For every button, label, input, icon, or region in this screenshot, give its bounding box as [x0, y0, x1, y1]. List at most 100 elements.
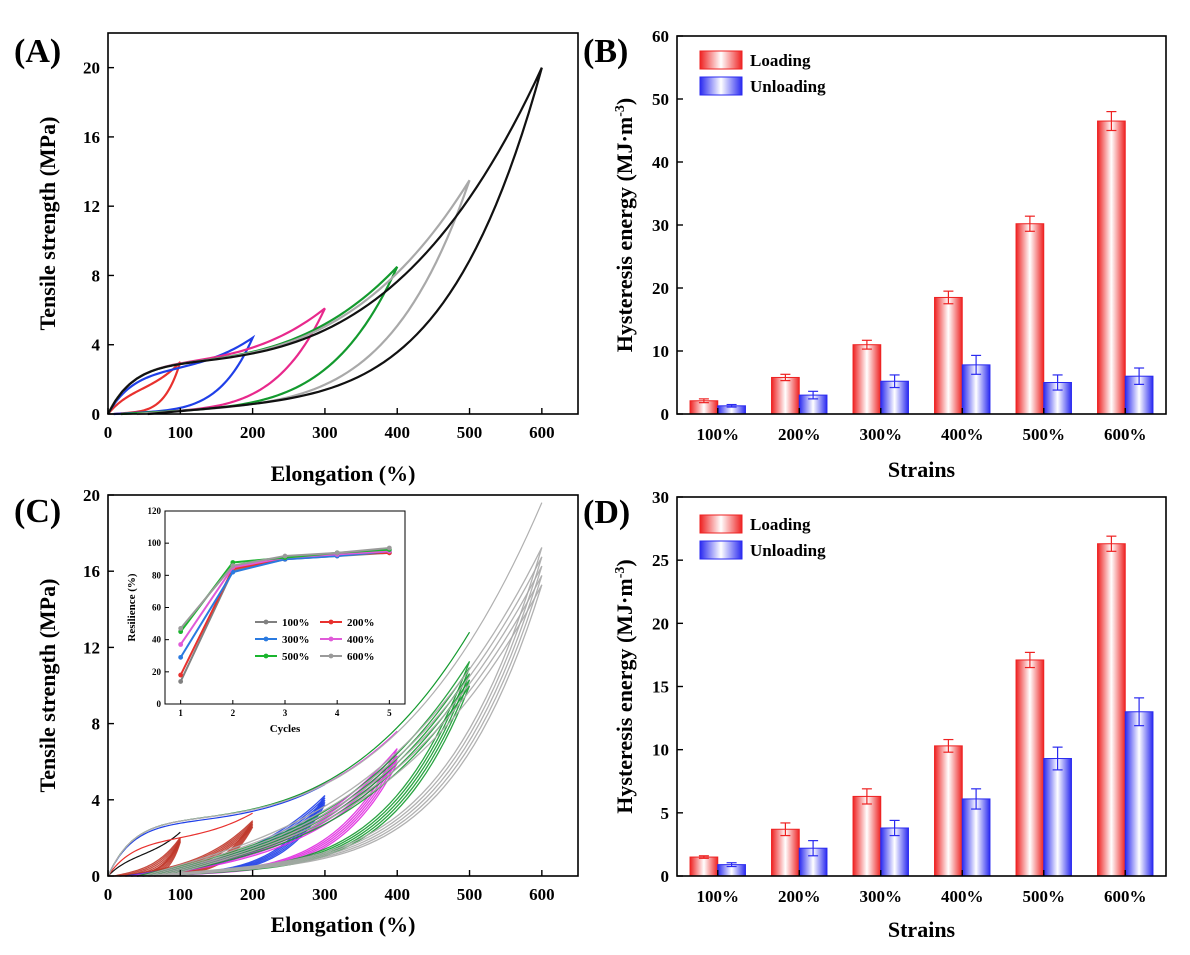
- y-tick-label: 0: [661, 867, 670, 886]
- inset-point-400%-cycle-1: [178, 642, 184, 647]
- panel-label: (A): [14, 33, 61, 70]
- x-tick-label: 500: [457, 423, 483, 442]
- inset-legend-label-200%: 200%: [347, 617, 375, 629]
- legend-label-loading: Loading: [750, 515, 811, 534]
- inset-point-600%-cycle-3: [282, 553, 288, 559]
- x-tick-label: 600%: [1104, 887, 1147, 906]
- y-tick-label: 10: [652, 342, 669, 361]
- inset-point-200%-cycle-1: [178, 672, 184, 678]
- y-tick-label: 4: [92, 336, 101, 355]
- loop-600-cycle-2: [142, 547, 543, 877]
- legend-label-loading: Loading: [750, 51, 811, 70]
- legend-label-unloading: Unloading: [750, 77, 826, 96]
- x-tick-label: 200%: [778, 425, 821, 444]
- y-tick-label: 40: [652, 153, 669, 172]
- y-axis-title-sup: -3: [613, 567, 628, 579]
- inset-legend-marker-600%: [328, 653, 334, 659]
- inset-legend-label-500%: 500%: [282, 651, 310, 663]
- inset-point-300%-cycle-1: [178, 654, 184, 660]
- loop-600-curve: [107, 67, 543, 416]
- inset-x-tick-label: 4: [335, 708, 340, 718]
- x-tick-label: 100: [168, 885, 194, 904]
- inset-legend-marker-300%: [263, 636, 269, 642]
- y-tick-label: 30: [652, 216, 669, 235]
- loop-100-first-loading: [107, 831, 181, 877]
- inset-y-tick-label: 40: [152, 635, 162, 645]
- legend-swatch-loading: [699, 50, 743, 70]
- x-tick-label: 400%: [941, 425, 984, 444]
- panel-c: (C)0 100 200 300 400 500 600048121620Elongatio…: [14, 486, 579, 937]
- legend-swatch-unloading: [699, 76, 743, 96]
- loop-600-first-loading: [107, 502, 543, 877]
- x-tick-label: 300%: [860, 425, 903, 444]
- bar-loading-100%: [689, 856, 719, 877]
- y-tick-label: 50: [652, 90, 669, 109]
- bar-loading-400%: [934, 745, 963, 877]
- y-tick-label: 20: [83, 59, 100, 78]
- x-tick-label: 100%: [697, 887, 740, 906]
- inset-y-tick-label: 80: [152, 570, 162, 580]
- panel-label: (C): [14, 493, 61, 530]
- x-tick-label: 600: [529, 423, 555, 442]
- bar-loading-600%: [1097, 543, 1126, 877]
- inset-y-tick-label: 100: [148, 538, 162, 548]
- y-tick-label: 12: [83, 197, 100, 216]
- legend-swatch-unloading: [699, 540, 743, 560]
- bar-loading-500%: [1015, 659, 1045, 877]
- x-tick-label: 300%: [860, 887, 903, 906]
- legend-label-unloading: Unloading: [750, 541, 826, 560]
- x-tick-label: 400: [384, 423, 410, 442]
- y-axis-title: Hysteresis energy (MJ·m-3): [612, 98, 637, 352]
- y-tick-label: 60: [652, 27, 669, 46]
- y-axis-title: Hysteresis energy (MJ·m-3): [612, 559, 637, 813]
- panel-d: (D) 100% 200% 300% 400% 500% 600% 0 5 10 15 20 25 30 L…: [583, 488, 1167, 942]
- bar-loading-300%: [852, 344, 882, 415]
- axes-frame: [107, 32, 579, 415]
- x-axis-title: Elongation (%): [271, 912, 416, 937]
- y-tick-label: 30: [652, 488, 669, 507]
- x-tick-label: 100: [168, 423, 194, 442]
- loop-300-first-loading: [107, 784, 326, 877]
- panel-label: (D): [583, 494, 630, 531]
- x-tick-label: 500%: [1023, 887, 1066, 906]
- inset-x-tick-label: 2: [231, 708, 236, 718]
- loop-600-cycle-5: [159, 575, 543, 877]
- inset-legend-marker-200%: [328, 619, 334, 625]
- bar-unloading-600%: [1124, 711, 1154, 877]
- y-tick-label: 10: [652, 741, 669, 760]
- x-tick-label: 500%: [1023, 425, 1066, 444]
- inset-x-tick-label: 5: [387, 708, 392, 718]
- inset-y-tick-label: 120: [148, 506, 162, 516]
- loop-600-cycle-3: [148, 556, 543, 877]
- bar-loading-400%: [934, 296, 963, 415]
- y-tick-label: 20: [652, 614, 669, 633]
- y-axis-title-main: Hysteresis energy (MJ·m: [612, 578, 637, 813]
- loop-600-cycle-4: [154, 565, 543, 877]
- y-tick-label: 25: [652, 551, 669, 570]
- y-tick-label: 16: [83, 128, 100, 147]
- inset-x-axis-title: Cycles: [270, 723, 301, 735]
- y-tick-label: 0: [92, 405, 101, 424]
- bar-unloading-400%: [961, 798, 991, 877]
- y-axis-title: Tensile strength (MPa): [35, 579, 60, 793]
- inset-y-tick-label: 0: [157, 699, 162, 709]
- x-tick-label: 400: [384, 885, 410, 904]
- axes-frame: [107, 494, 579, 877]
- inset-point-300%-cycle-2: [230, 569, 236, 575]
- x-axis-title: Elongation (%): [271, 461, 416, 486]
- bar-loading-200%: [771, 828, 800, 877]
- bar-unloading-500%: [1043, 758, 1072, 877]
- loop-200-first-loading: [107, 812, 253, 877]
- inset-legend-label-100%: 100%: [282, 617, 310, 629]
- bar-loading-500%: [1015, 223, 1045, 415]
- inset-y-tick-label: 60: [152, 603, 162, 613]
- inset-legend-label-300%: 300%: [282, 634, 310, 646]
- x-axis-title: Strains: [888, 457, 956, 482]
- x-tick-label: 600%: [1104, 425, 1147, 444]
- bar-loading-200%: [771, 376, 800, 415]
- inset-point-600%-cycle-2: [230, 563, 236, 569]
- y-tick-label: 20: [83, 486, 100, 505]
- inset-y-tick-label: 20: [152, 667, 162, 677]
- inset-legend-marker-400%: [328, 636, 334, 642]
